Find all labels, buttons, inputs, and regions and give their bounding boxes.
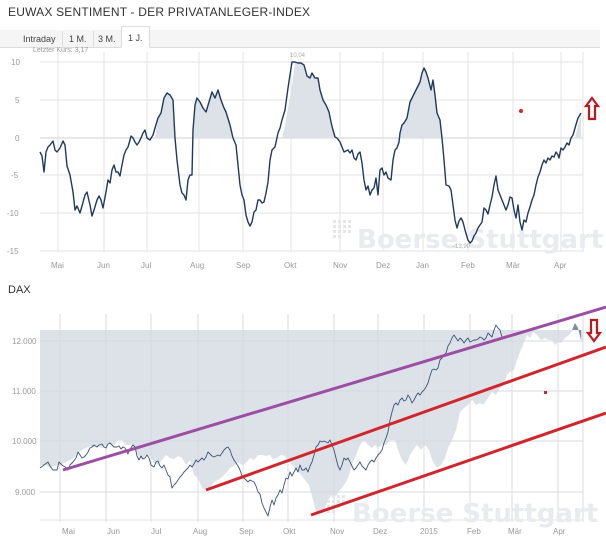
svg-text:Mär: Mär: [506, 261, 520, 270]
sentiment-line: [39, 61, 582, 244]
svg-text:Dez: Dez: [373, 527, 387, 536]
dax-peak-fill: [572, 323, 581, 340]
min-label: -13,90: [453, 244, 471, 250]
svg-text:Sep: Sep: [239, 527, 254, 536]
svg-text:Aug: Aug: [190, 261, 204, 270]
sentiment-chart: 10 5 0 -5 -10 -15 Mai Jun Jul Aug Sep Ok…: [7, 52, 603, 270]
svg-text:5: 5: [15, 96, 20, 105]
middle-trendline: [205, 345, 606, 492]
watermark-top: Boerse Stuttgart: [333, 220, 603, 255]
svg-text:Apr: Apr: [553, 527, 566, 536]
dax-y-axis: 12.000 11.000 10.000 9.000: [12, 337, 37, 497]
sentiment-y-axis: 10 5 0 -5 -10 -15: [7, 58, 20, 256]
svg-text:-15: -15: [7, 247, 19, 256]
svg-text:Boerse Stuttgart: Boerse Stuttgart: [357, 225, 603, 255]
svg-text:Jun: Jun: [97, 261, 110, 270]
tab-intraday[interactable]: Intraday: [17, 31, 63, 47]
svg-text:-10: -10: [7, 209, 19, 218]
svg-text:10.000: 10.000: [12, 437, 37, 446]
down-arrow-icon: [585, 318, 603, 343]
svg-text:Jul: Jul: [151, 527, 161, 536]
svg-text:12.000: 12.000: [12, 337, 37, 346]
svg-text:Aug: Aug: [193, 527, 207, 536]
max-label: 10,04: [290, 53, 306, 59]
svg-text:Jan: Jan: [416, 261, 429, 270]
svg-text:9.000: 9.000: [15, 488, 36, 497]
period-tabs: Intraday 1 M. 3 M. 1 J.: [0, 26, 600, 48]
sentiment-x-axis: Mai Jun Jul Aug Sep Okt Nov Dez Jan Feb …: [51, 261, 567, 270]
tab-1-month[interactable]: 1 M.: [63, 31, 94, 47]
svg-text:Jul: Jul: [141, 261, 151, 270]
svg-text:0: 0: [15, 134, 20, 143]
svg-text:Okt: Okt: [283, 527, 296, 536]
svg-text:Jun: Jun: [107, 527, 120, 536]
svg-text:11.000: 11.000: [12, 387, 36, 396]
watermark-bottom: Boerse Stuttgart: [327, 495, 598, 529]
dax-chart-title: DAX: [8, 284, 31, 296]
tab-1-year[interactable]: 1 J.: [121, 26, 150, 48]
svg-text:Nov: Nov: [333, 261, 347, 270]
svg-text:Mai: Mai: [62, 527, 75, 536]
dax-fill: [40, 323, 583, 515]
svg-text:Nov: Nov: [330, 527, 344, 536]
lower-trendline: [310, 411, 606, 517]
svg-text:Mai: Mai: [51, 261, 64, 270]
red-dot-marker: [519, 109, 523, 113]
svg-text:Boerse Stuttgart: Boerse Stuttgart: [352, 499, 598, 529]
dax-chart: 12.000 11.000 10.000 9.000 Mai Jun Jul A…: [12, 305, 606, 536]
upper-trendline: [62, 305, 606, 472]
red-dot-marker-dax: [544, 391, 547, 394]
page-title: EUWAX SENTIMENT - DER PRIVATANLEGER-INDE…: [8, 5, 311, 19]
svg-text:Mär: Mär: [508, 527, 522, 536]
last-price-label: Letzter Kurs: 3,17: [33, 47, 89, 54]
svg-text:-5: -5: [11, 171, 19, 180]
dax-x-axis: Mai Jun Jul Aug Sep Okt Nov Dez 2015 Feb…: [62, 527, 566, 536]
sentiment-positive-fill: [155, 62, 581, 138]
up-arrow-icon: [583, 96, 601, 121]
svg-text:Dez: Dez: [376, 261, 390, 270]
svg-text:10: 10: [11, 58, 20, 67]
svg-text:Okt: Okt: [284, 261, 297, 270]
svg-text:Apr: Apr: [554, 261, 567, 270]
svg-text:Sep: Sep: [236, 261, 251, 270]
svg-text:Feb: Feb: [461, 261, 475, 270]
svg-text:2015: 2015: [420, 527, 438, 536]
svg-text:Feb: Feb: [467, 527, 481, 536]
